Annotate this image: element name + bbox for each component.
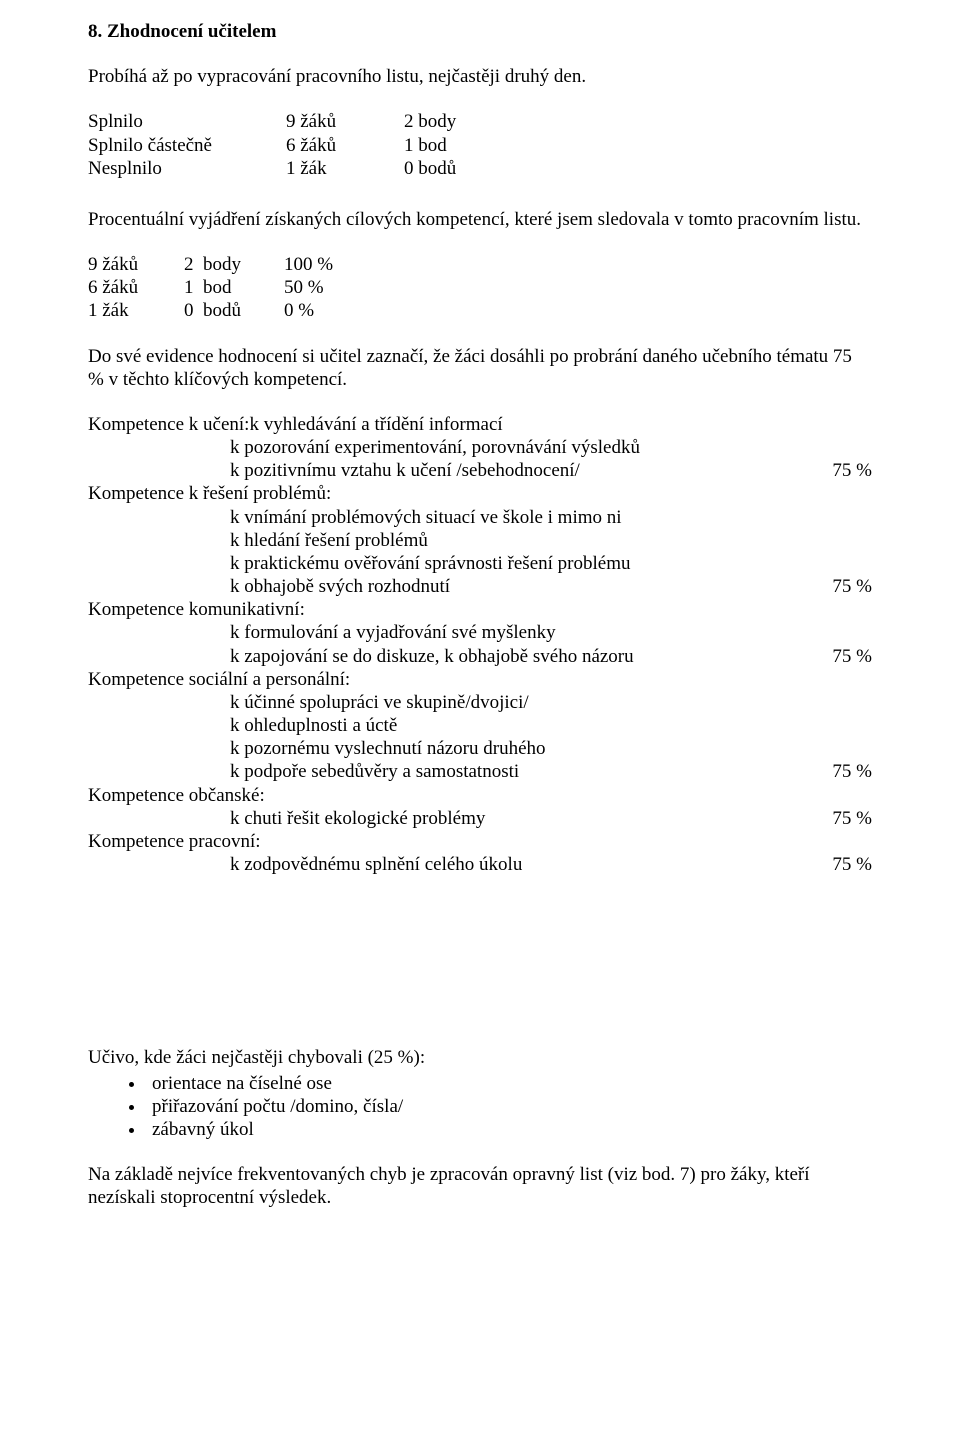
list-item: orientace na číselné ose [146, 1072, 872, 1095]
competency-item: k ohleduplnosti a úctě [230, 714, 872, 737]
competency-item-row: k zodpovědnému splnění celého úkolu75 % [88, 853, 872, 876]
score-count: 9 žáků [286, 110, 404, 133]
pct-points: 0 bodů [184, 299, 284, 322]
competency-percent: 75 % [812, 853, 872, 876]
competency-item: k účinné spolupráci ve skupině/dvojici/ [230, 691, 872, 714]
competency-title: Kompetence sociální a personální: [88, 668, 350, 691]
competency-item: k pozitivnímu vztahu k učení /sebehodnoc… [230, 459, 812, 482]
table-row: 9 žáků 2 body 100 % [88, 253, 364, 276]
competency-title-row: Kompetence k řešení problémů: [88, 482, 872, 505]
competency-item: k formulování a vyjadřování své myšlenky [230, 621, 872, 644]
competency-title: Kompetence občanské: [88, 784, 265, 807]
competency-item: k obhajobě svých rozhodnutí [230, 575, 812, 598]
competency-title: Kompetence pracovní: [88, 830, 261, 853]
pct-count: 6 žáků [88, 276, 184, 299]
score-label: Splnilo částečně [88, 134, 286, 157]
competency-title-row: Kompetence občanské: [88, 784, 872, 807]
competency-item: k chuti řešit ekologické problémy [230, 807, 812, 830]
competency-percent: 75 % [812, 575, 872, 598]
competency-item-row: k zapojování se do diskuze, k obhajobě s… [88, 645, 872, 668]
competency-item: k hledání řešení problémů [230, 529, 872, 552]
score-points: 1 bod [404, 134, 484, 157]
competency-item: k podpoře sebedůvěry a samostatnosti [230, 760, 812, 783]
competency-title: Kompetence komunikativní: [88, 598, 305, 621]
pct-count: 9 žáků [88, 253, 184, 276]
competency-item-row: k podpoře sebedůvěry a samostatnosti75 % [88, 760, 872, 783]
list-item: zábavný úkol [146, 1118, 872, 1141]
competency-item: k vyhledávání a třídění informací [249, 413, 502, 436]
errors-heading: Učivo, kde žáci nejčastěji chybovali (25… [88, 1046, 872, 1069]
competency-item-row: k pozorování experimentování, porovnáván… [88, 436, 872, 459]
competency-title-row: Kompetence sociální a personální: [88, 668, 872, 691]
table-row: 1 žák 0 bodů 0 % [88, 299, 364, 322]
table-row: Splnilo částečně 6 žáků 1 bod [88, 134, 484, 157]
competency-title-row: Kompetence k učení: k vyhledávání a tříd… [88, 413, 872, 436]
competency-item-row: k ohleduplnosti a úctě [88, 714, 872, 737]
score-table: Splnilo 9 žáků 2 body Splnilo částečně 6… [88, 110, 484, 180]
competency-title: Kompetence k řešení problémů: [88, 482, 331, 505]
score-label: Splnilo [88, 110, 286, 133]
percent-intro: Procentuální vyjádření získaných cílovýc… [88, 208, 872, 231]
pct-count: 1 žák [88, 299, 184, 322]
competency-item: k zodpovědnému splnění celého úkolu [230, 853, 812, 876]
section-heading: 8. Zhodnocení učitelem [88, 20, 872, 43]
table-row: Nesplnilo 1 žák 0 bodů [88, 157, 484, 180]
competency-title-row: Kompetence komunikativní: [88, 598, 872, 621]
competency-item-row: k pozitivnímu vztahu k učení /sebehodnoc… [88, 459, 872, 482]
competency-item-row: k praktickému ověřování správnosti řešen… [88, 552, 872, 575]
competency-item-row: k vnímání problémových situací ve škole … [88, 506, 872, 529]
pct-points: 2 body [184, 253, 284, 276]
table-row: Splnilo 9 žáků 2 body [88, 110, 484, 133]
competency-title: Kompetence k učení: [88, 413, 249, 436]
evidence-paragraph: Do své evidence hodnocení si učitel zazn… [88, 345, 872, 391]
competency-percent: 75 % [812, 807, 872, 830]
score-label: Nesplnilo [88, 157, 286, 180]
competencies-block: Kompetence k učení: k vyhledávání a tříd… [88, 413, 872, 876]
competency-percent: 75 % [812, 459, 872, 482]
pct-value: 0 % [284, 299, 364, 322]
competency-item-row: k chuti řešit ekologické problémy75 % [88, 807, 872, 830]
percent-table: 9 žáků 2 body 100 % 6 žáků 1 bod 50 % 1 … [88, 253, 364, 323]
competency-item: k pozorování experimentování, porovnáván… [230, 436, 872, 459]
competency-item-row: k hledání řešení problémů [88, 529, 872, 552]
pct-points: 1 bod [184, 276, 284, 299]
competency-percent: 75 % [812, 645, 872, 668]
competency-item-row: k formulování a vyjadřování své myšlenky [88, 621, 872, 644]
closing-paragraph: Na základě nejvíce frekventovaných chyb … [88, 1163, 872, 1209]
score-points: 2 body [404, 110, 484, 133]
intro-paragraph: Probíhá až po vypracování pracovního lis… [88, 65, 872, 88]
list-item: přiřazování počtu /domino, čísla/ [146, 1095, 872, 1118]
competency-item: k zapojování se do diskuze, k obhajobě s… [230, 645, 812, 668]
competency-title-row: Kompetence pracovní: [88, 830, 872, 853]
competency-item-row: k pozornému vyslechnutí názoru druhého [88, 737, 872, 760]
score-count: 1 žák [286, 157, 404, 180]
competency-item-row: k obhajobě svých rozhodnutí75 % [88, 575, 872, 598]
pct-value: 100 % [284, 253, 364, 276]
competency-item: k vnímání problémových situací ve škole … [230, 506, 872, 529]
competency-item-row: k účinné spolupráci ve skupině/dvojici/ [88, 691, 872, 714]
competency-item: k pozornému vyslechnutí názoru druhého [230, 737, 872, 760]
score-points: 0 bodů [404, 157, 484, 180]
score-count: 6 žáků [286, 134, 404, 157]
table-row: 6 žáků 1 bod 50 % [88, 276, 364, 299]
competency-item: k praktickému ověřování správnosti řešen… [230, 552, 872, 575]
errors-list: orientace na číselné osepřiřazování počt… [88, 1072, 872, 1142]
competency-percent: 75 % [812, 760, 872, 783]
pct-value: 50 % [284, 276, 364, 299]
